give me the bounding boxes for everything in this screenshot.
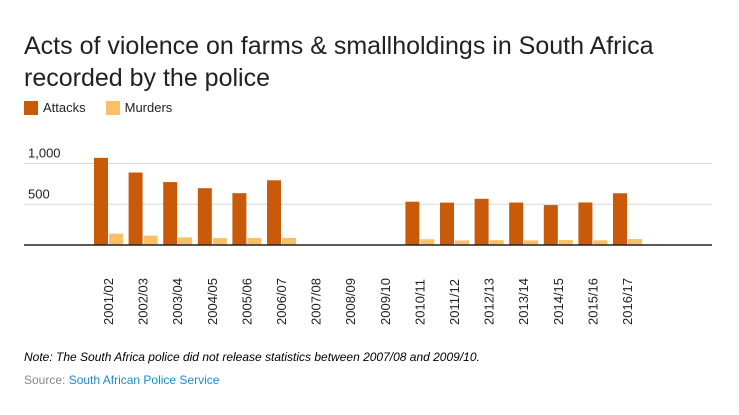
x-tick-label: 2004/05 bbox=[205, 278, 220, 325]
bar-attacks-2003-04 bbox=[163, 182, 178, 245]
y-tick-label: 1,000 bbox=[28, 146, 61, 161]
bar-murders-2010-11 bbox=[420, 239, 435, 245]
x-tick-label: 2003/04 bbox=[170, 278, 185, 325]
bar-murders-2012-13 bbox=[489, 240, 504, 245]
x-tick-label: 2013/14 bbox=[516, 278, 531, 325]
bar-murders-2003-04 bbox=[178, 237, 193, 245]
bar-attacks-2016-17 bbox=[613, 193, 627, 245]
legend-label-attacks: Attacks bbox=[43, 100, 86, 115]
chart-source: Source: South African Police Service bbox=[24, 373, 219, 387]
bar-murders-2005-06 bbox=[247, 237, 262, 245]
bar-attacks-2001-02 bbox=[94, 157, 108, 245]
source-prefix: Source: bbox=[24, 373, 69, 387]
bar-murders-2013-14 bbox=[524, 240, 539, 245]
legend-swatch-murders bbox=[105, 100, 120, 115]
bar-attacks-2012-13 bbox=[474, 198, 489, 245]
chart-title: Acts of violence on farms & smallholding… bbox=[24, 32, 654, 92]
bar-murders-2001-02 bbox=[109, 233, 123, 245]
x-tick-label: 2008/09 bbox=[343, 278, 358, 325]
bar-murders-2016-17 bbox=[628, 239, 642, 245]
x-tick-label: 2015/16 bbox=[585, 278, 600, 325]
chart-legend: Attacks Murders bbox=[24, 100, 192, 115]
bar-murders-2015-16 bbox=[593, 240, 608, 245]
y-tick-label: 500 bbox=[28, 186, 50, 201]
x-tick-label: 2002/03 bbox=[136, 278, 151, 325]
bar-murders-2002-03 bbox=[143, 235, 158, 245]
bar-attacks-2005-06 bbox=[232, 193, 247, 245]
x-tick-label: 2011/12 bbox=[447, 279, 462, 325]
x-tick-label: 2001/02 bbox=[101, 278, 116, 325]
x-tick-label: 2012/13 bbox=[482, 278, 497, 325]
legend-item-murders: Murders bbox=[105, 100, 173, 115]
x-tick-label: 2009/10 bbox=[378, 278, 393, 325]
chart-note: Note: The South Africa police did not re… bbox=[24, 350, 480, 364]
legend-item-attacks: Attacks bbox=[24, 100, 86, 115]
bar-attacks-2014-15 bbox=[543, 205, 558, 245]
source-link[interactable]: South African Police Service bbox=[68, 373, 220, 387]
legend-swatch-attacks bbox=[24, 100, 38, 115]
x-tick-label: 2007/08 bbox=[309, 278, 324, 325]
legend-label-murders: Murders bbox=[124, 100, 173, 115]
bar-attacks-2010-11 bbox=[405, 201, 420, 245]
bar-attacks-2013-14 bbox=[509, 202, 524, 245]
bar-murders-2004-05 bbox=[212, 238, 227, 245]
bar-attacks-2006-07 bbox=[267, 180, 281, 245]
x-tick-label: 2010/11 bbox=[412, 279, 427, 325]
x-tick-label: 2006/07 bbox=[274, 278, 289, 325]
bar-attacks-2002-03 bbox=[128, 172, 143, 245]
x-tick-label: 2016/17 bbox=[620, 278, 635, 325]
bar-attacks-2004-05 bbox=[197, 188, 212, 245]
bar-murders-2011-12 bbox=[455, 240, 469, 245]
bar-chart: 500 1,000 2001/02 2002/03 2003/04 2004/05 2005… bbox=[24, 146, 712, 325]
x-tick-label: 2005/06 bbox=[239, 278, 254, 325]
bar-attacks-2011-12 bbox=[440, 202, 454, 245]
bar-murders-2014-15 bbox=[558, 240, 573, 245]
bar-murders-2006-07 bbox=[282, 237, 296, 245]
bar-attacks-2015-16 bbox=[578, 202, 593, 245]
x-tick-label: 2014/15 bbox=[551, 278, 566, 325]
